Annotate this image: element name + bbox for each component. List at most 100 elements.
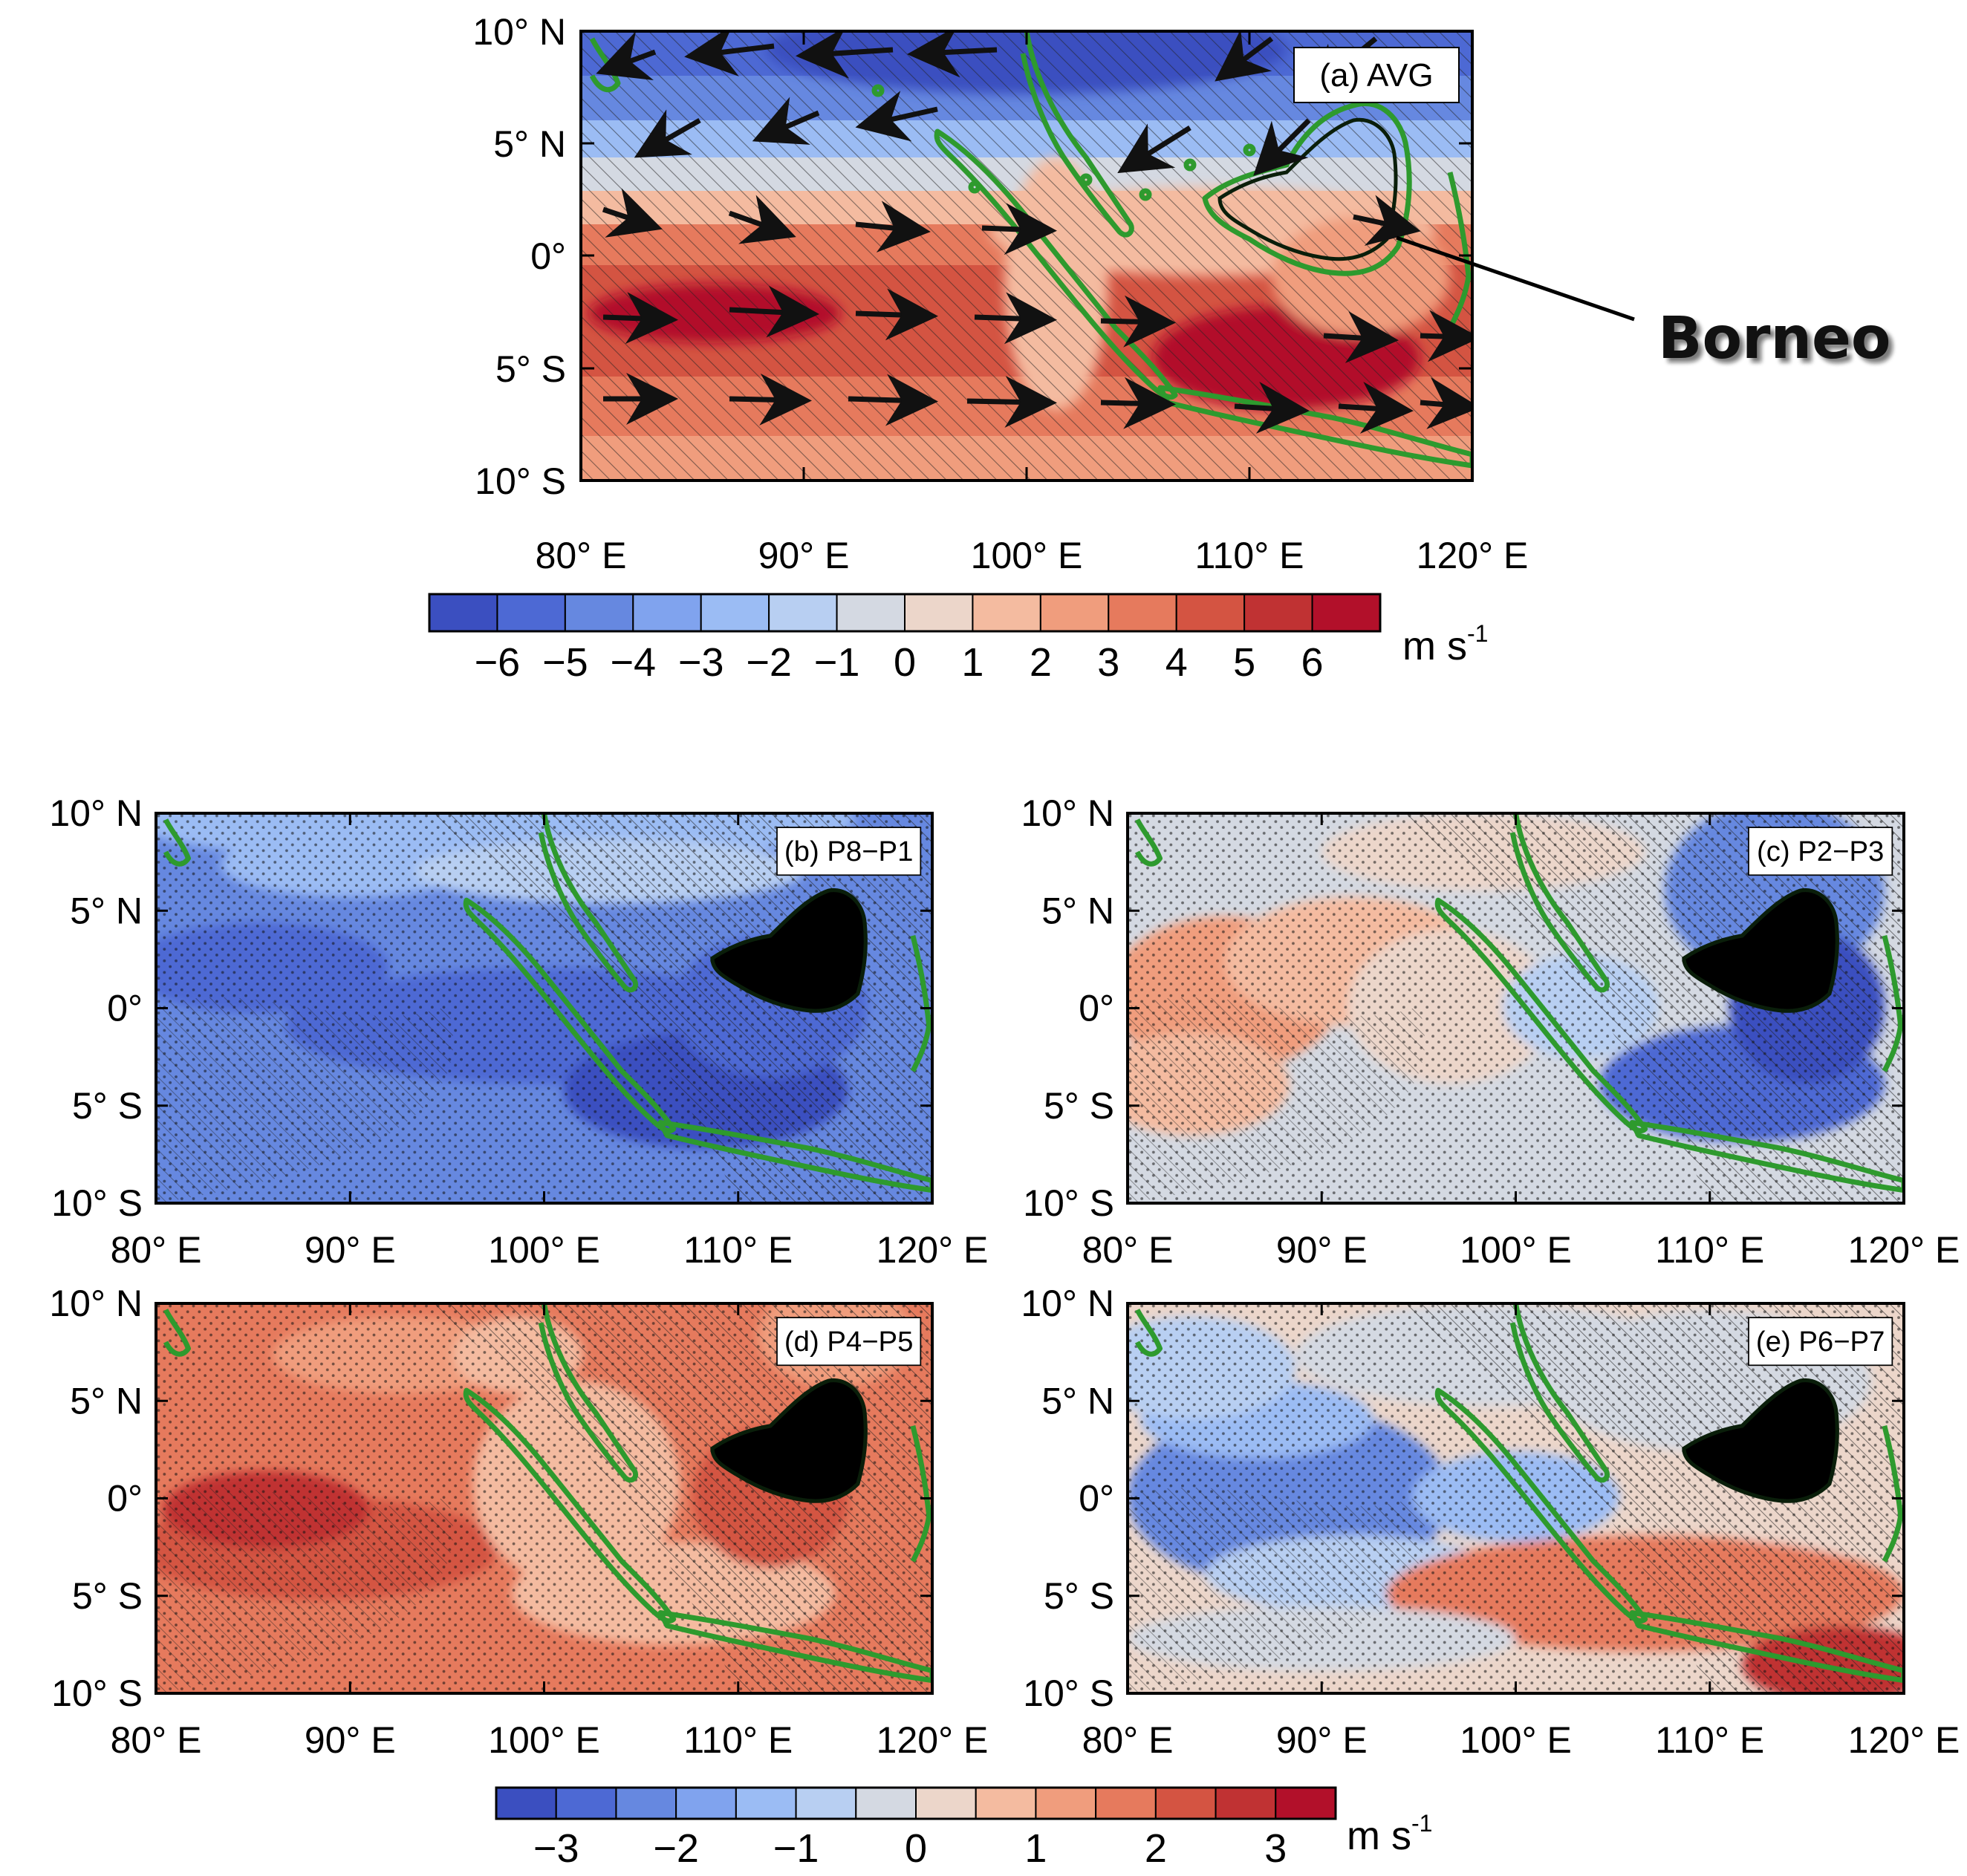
lat-label-5n: 5° N [70,890,143,931]
small-panels: (b) P8−P1 10° N 5° N 0° 5° S 10° S 80° E 90° E 1… [49,792,1960,1761]
lat-label-5s: 5° S [1044,1575,1114,1617]
colorbar-swatch [555,1787,617,1820]
colorbar-tick-label: 1 [961,640,984,685]
colorbar-tick-label: 0 [894,640,916,685]
panel-b: (b) P8−P1 10° N 5° N 0° 5° S 10° S 80° E 90° E 1… [49,792,988,1271]
lat-label-0: 0° [530,235,566,277]
lon-label-90e: 90° E [305,1719,396,1761]
colorbar-top-frame [428,593,1382,633]
lon-label-80e: 80° E [111,1229,202,1271]
colorbar-top-labels: −6 −5 −4 −3 −2 −1 0 1 2 3 4 5 6 [475,640,1324,685]
colorbar-swatch [1243,593,1313,632]
panel-a-label: (a) AVG [1319,57,1433,94]
colorbar-swatch [768,593,838,632]
colorbar-top-swatches [429,593,1381,632]
colorbar-bottom-frame [495,1786,1337,1820]
lon-label-100e: 100° E [1460,1719,1572,1761]
colorbar-bottom-swatches [495,1787,1337,1820]
colorbar-tick-label: −2 [746,640,792,685]
lat-label-10n: 10° N [1021,1283,1114,1324]
colorbar-top: −6 −5 −4 −3 −2 −1 0 1 2 3 4 5 6 m s-1 [428,593,1488,685]
lat-label-10n: 10° N [49,792,143,834]
panel-a-ticks [579,30,1474,482]
colorbar-swatch [1095,1787,1157,1820]
colorbar-swatch [795,1787,857,1820]
colorbar-swatch [496,593,566,632]
lon-label-100e: 100° E [971,535,1083,576]
colorbar-swatch [1108,593,1177,632]
colorbar-swatch [735,1787,797,1820]
lat-label-10n: 10° N [1021,792,1114,834]
panel-d-coastlines [163,1303,932,1684]
panel-d: (d) P4−P5 10° N 5° N 0° 5° S 10° S 80° E 90° E 1… [49,1283,988,1761]
lat-label-10s: 10° S [1023,1673,1114,1714]
colorbar-tick-label: 5 [1233,640,1255,685]
colorbar-top-units: m s-1 [1402,620,1488,668]
colorbar-tick-label: 2 [1030,640,1052,685]
lon-label-100e: 100° E [1460,1229,1572,1271]
colorbar-swatch [700,593,770,632]
panel-e: (e) P6−P7 10° N 5° N 0° 5° S 10° S 80° E 90° E 1… [1021,1283,1960,1761]
borneo-leader-line [1396,235,1635,322]
colorbar-tick-label: 4 [1165,640,1188,685]
colorbar-swatch [632,593,702,632]
lat-label-5s: 5° S [1044,1085,1114,1127]
lat-label-0: 0° [1079,988,1114,1029]
lon-label-90e: 90° E [758,535,850,576]
colorbar-swatch [1175,593,1246,632]
lat-label-5s: 5° S [495,348,566,390]
lat-label-5s: 5° S [72,1085,143,1127]
lon-label-110e: 110° E [1655,1719,1764,1761]
panel-b-ticks [155,812,934,1205]
colorbar-swatch [675,1787,737,1820]
colorbar-tick-label: −3 [678,640,724,685]
lon-label-100e: 100° E [488,1229,600,1271]
lat-label-0: 0° [1079,1478,1114,1520]
lon-label-90e: 90° E [305,1229,396,1271]
lon-label-100e: 100° E [488,1719,600,1761]
colorbar-tick-label: −5 [542,640,588,685]
panel-a-lat-labels: 10° N 5° N 0° 5° S 10° S [472,11,566,502]
lon-label-90e: 90° E [1276,1229,1368,1271]
borneo-outline-e [1682,1378,1839,1503]
borneo-label: Borneo [1658,305,1891,372]
lat-label-0: 0° [107,1478,143,1520]
colorbar-tick-label: −1 [814,640,860,685]
lon-label-120e: 120° E [1848,1229,1960,1271]
colorbar-tick-label: 6 [1301,640,1324,685]
lat-label-10s: 10° S [51,1673,143,1714]
colorbar-bottom-labels: −3 −2 −1 0 1 2 3 [533,1826,1287,1871]
colorbar-swatch [495,1787,557,1820]
colorbar-swatch [1275,1787,1337,1820]
lat-label-10s: 10° S [51,1182,143,1224]
borneo-label-shadow: Borneo [1662,310,1896,377]
colorbar-swatch [855,1787,917,1820]
panel-e-label: (e) P6−P7 [1756,1326,1885,1358]
colorbar-swatch [1035,1787,1097,1820]
colorbar-tick-label: −4 [610,640,656,685]
panel-c-label: (c) P2−P3 [1757,836,1884,867]
lat-label-5s: 5° S [72,1575,143,1617]
lon-label-80e: 80° E [1082,1229,1174,1271]
lon-label-120e: 120° E [1848,1719,1960,1761]
colorbar-swatch [972,593,1041,632]
lat-label-0: 0° [107,988,143,1029]
colorbar-swatch [1311,593,1381,632]
lat-label-10s: 10° S [475,460,566,502]
borneo-callout: Borneo Borneo [1396,235,1896,377]
colorbar-swatch [975,1787,1037,1820]
colorbar-swatch [915,1787,977,1820]
lon-label-110e: 110° E [683,1719,793,1761]
colorbar-tick-label: −1 [773,1826,819,1871]
lon-label-90e: 90° E [1276,1719,1368,1761]
lat-label-10n: 10° N [472,11,566,53]
colorbar-tick-label: −2 [653,1826,699,1871]
colorbar-swatch [564,593,634,632]
panel-a-lon-labels: 80° E 90° E 100° E 110° E 120° E [536,535,1529,576]
colorbar-bottom-units: m s-1 [1347,1810,1432,1858]
panel-c: (c) P2−P3 10° N 5° N 0° 5° S 10° S 80° E 90° E 1… [1021,792,1960,1271]
colorbar-swatch [1215,1787,1277,1820]
colorbar-swatch [836,593,906,632]
colorbar-swatch [1154,1787,1217,1820]
